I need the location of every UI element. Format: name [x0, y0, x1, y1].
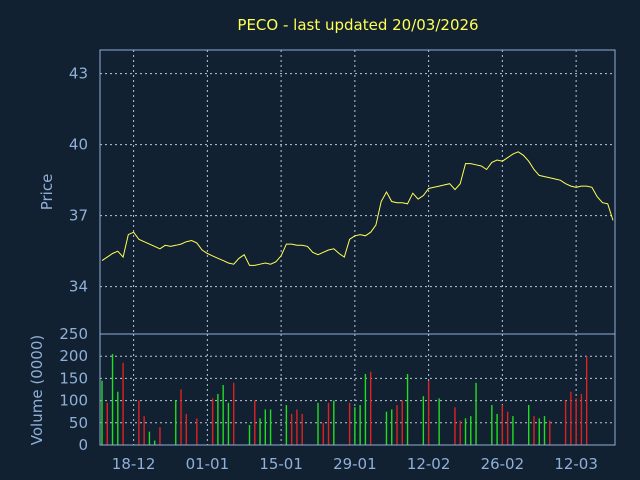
- volume-tick-label: 250: [59, 325, 88, 343]
- price-tick-label: 37: [69, 207, 88, 225]
- volume-panel: 250 200 150 100 50 0: [59, 325, 616, 454]
- volume-axis-label: Volume (0000): [28, 335, 46, 445]
- x-tick-label: 29-01: [333, 455, 377, 473]
- volume-tick-label: 100: [59, 392, 88, 410]
- x-tick-label: 01-01: [186, 455, 230, 473]
- volume-tick-label: 0: [78, 436, 88, 454]
- x-tick-label: 26-02: [481, 455, 525, 473]
- volume-tick-label: 150: [59, 369, 88, 387]
- price-tick-label: 43: [69, 65, 88, 83]
- x-tick-label: 12-02: [407, 455, 451, 473]
- volume-tick-label: 50: [69, 414, 88, 432]
- price-axis-label: Price: [38, 174, 56, 211]
- x-axis: 18-12 01-01 15-01 29-01 12-02 26-02 12-03: [112, 455, 598, 473]
- x-tick-label: 12-03: [554, 455, 598, 473]
- price-line: [101, 151, 614, 266]
- price-panel: 43 40 37 34: [69, 49, 616, 335]
- chart-title: PECO - last updated 20/03/2026: [237, 16, 478, 34]
- volume-tick-label: 200: [59, 347, 88, 365]
- volume-frame: [99, 333, 616, 446]
- x-tick-label: 18-12: [112, 455, 156, 473]
- x-tick-label: 15-01: [259, 455, 303, 473]
- price-frame: [99, 49, 616, 335]
- price-tick-label: 34: [69, 278, 88, 296]
- price-tick-label: 40: [69, 136, 88, 154]
